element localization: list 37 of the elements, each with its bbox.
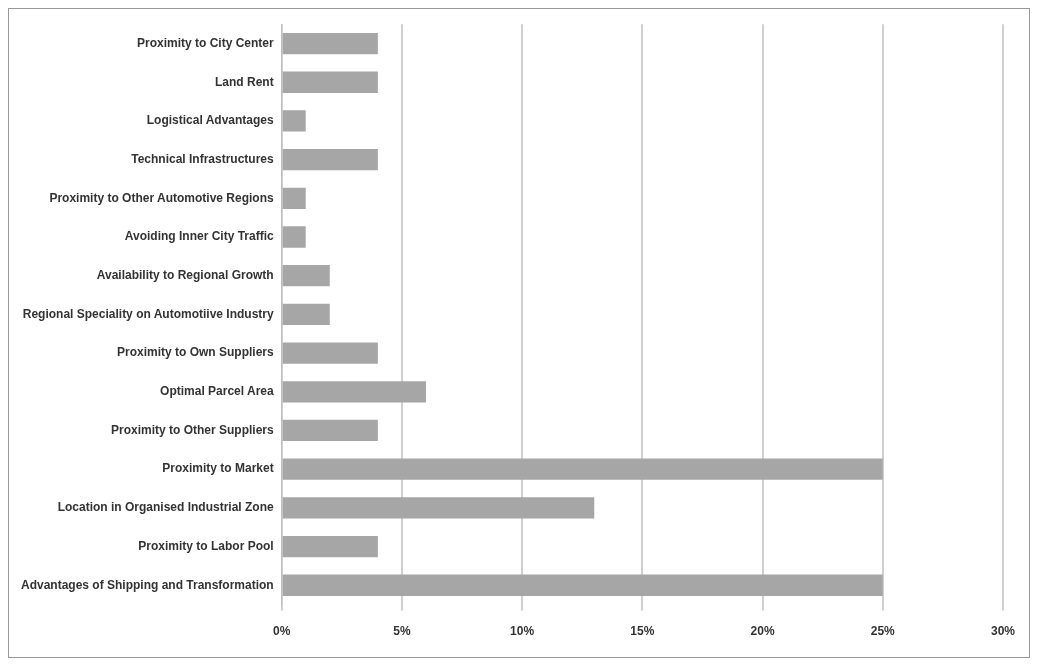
bar bbox=[282, 419, 378, 442]
y-tick-label: Regional Speciality on Automotiive Industry bbox=[22, 306, 275, 321]
bar bbox=[282, 458, 883, 480]
y-tick-label: Logistical Advantages bbox=[146, 113, 275, 128]
bar bbox=[282, 342, 378, 364]
y-tick-label: Proximity to Market bbox=[162, 461, 274, 476]
y-tick-label: Technical Infrastructures bbox=[131, 151, 274, 166]
bar bbox=[282, 226, 306, 248]
y-tick-label: Location in Organised Industrial Zone bbox=[57, 500, 274, 515]
bar bbox=[282, 497, 595, 519]
bar bbox=[282, 265, 330, 287]
y-tick-label: Optimal Parcel Area bbox=[160, 384, 275, 399]
x-tick-label: 10% bbox=[510, 624, 535, 639]
x-tick-label: 20% bbox=[750, 624, 775, 639]
x-tick-label: 5% bbox=[393, 624, 411, 639]
bar bbox=[282, 32, 378, 55]
bar bbox=[282, 148, 378, 171]
bar bbox=[282, 110, 306, 132]
x-tick-label: 15% bbox=[630, 624, 655, 639]
y-tick-label: Land Rent bbox=[215, 74, 274, 89]
bar bbox=[282, 71, 378, 93]
x-tick-label: 30% bbox=[990, 624, 1016, 639]
y-tick-label: Availability to Regional Growth bbox=[96, 268, 274, 283]
bar bbox=[282, 303, 330, 326]
y-tick-label: Proximity to Other Automotive Regions bbox=[49, 190, 275, 205]
y-tick-label: Proximity to Labor Pool bbox=[138, 538, 274, 553]
y-tick-label: Proximity to City Center bbox=[136, 35, 275, 50]
x-tick-label: 0% bbox=[273, 624, 291, 639]
bar bbox=[282, 535, 378, 558]
y-tick-label: Avoiding Inner City Traffic bbox=[124, 229, 275, 244]
bar bbox=[282, 381, 426, 403]
bar bbox=[282, 574, 883, 596]
bar bbox=[282, 187, 306, 209]
x-tick-label: 25% bbox=[870, 624, 896, 639]
y-tick-label: Advantages of Shipping and Transformation bbox=[21, 577, 274, 592]
y-tick-label: Proximity to Other Suppliers bbox=[110, 422, 275, 437]
y-tick-label: Proximity to Own Suppliers bbox=[116, 345, 274, 360]
